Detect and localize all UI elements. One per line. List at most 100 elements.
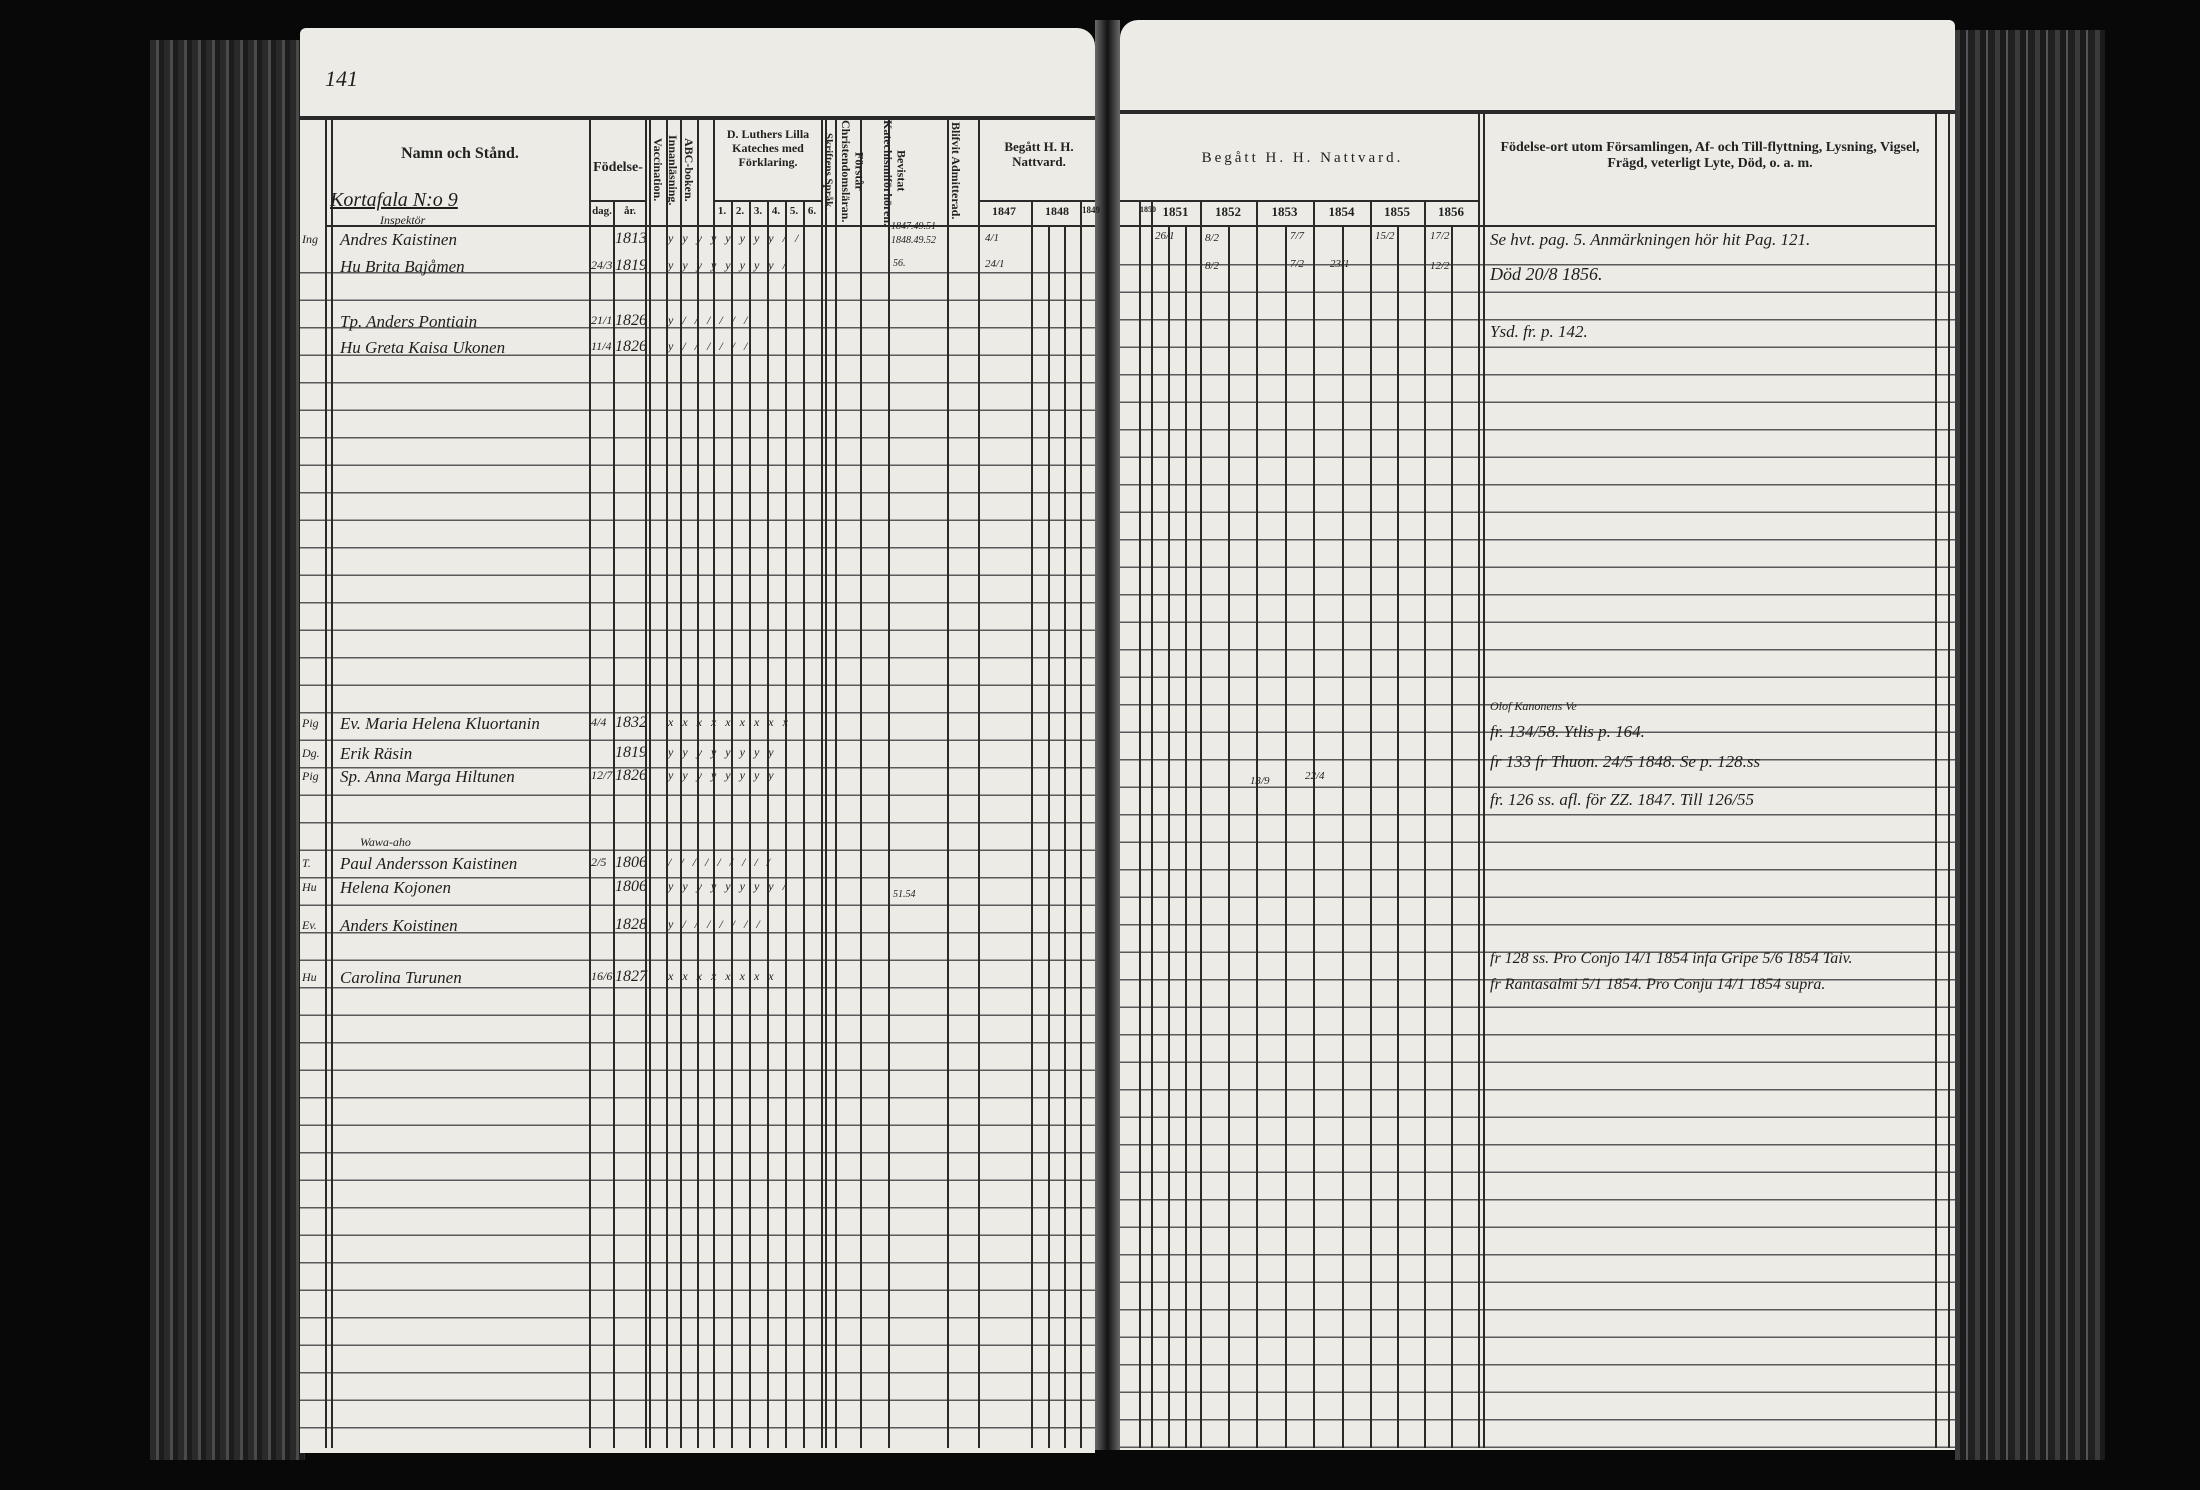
header-bottom-rule	[1120, 225, 1935, 227]
catechism-marks: y y y y y y y y	[668, 768, 777, 782]
catechism-marks: y y y y y y y y	[668, 745, 777, 759]
communion-mark: 13/9	[1250, 775, 1270, 787]
column-rule	[1256, 200, 1258, 1448]
communion-mark: 26/1	[1155, 230, 1175, 242]
column-rule	[1451, 226, 1453, 1448]
header-year-col: 1852	[1215, 204, 1241, 219]
column-rule	[645, 118, 647, 1448]
header-catechism: D. Luthers Lilla Kateches med Förklaring…	[726, 127, 810, 169]
person-name: Tp. Anders Pontiain	[340, 312, 478, 331]
remark-text: Död 20/8 1856.	[1490, 264, 1603, 284]
remark-text: fr Rantasalmi 5/1 1854. Pro Conju 14/1 1…	[1490, 976, 1826, 993]
birth-year: 1819	[615, 257, 647, 274]
communion-mark: 22/4	[1305, 770, 1325, 782]
communion-mark: 7/7	[1290, 230, 1305, 242]
column-rule	[825, 118, 827, 1448]
column-rule	[1048, 226, 1050, 1448]
exam-mark: 51.54	[893, 889, 916, 900]
header-year-col: 1854	[1328, 204, 1355, 219]
column-rule	[835, 118, 837, 1448]
communion-mark: 7/2	[1290, 258, 1305, 270]
row-prefix: Ev.	[302, 918, 317, 932]
row-note: Wawa-aho	[360, 835, 411, 849]
column-rule	[713, 118, 715, 1448]
header-communion-left: Begått H. H. Nattvard.	[1004, 139, 1074, 169]
column-rule	[1285, 226, 1287, 1448]
row-prefix: Pig	[302, 716, 319, 730]
column-rule	[589, 118, 591, 1448]
remark-text: Se hvt. pag. 5. Anmärkningen hör hit Pag…	[1490, 230, 1811, 249]
person-name: Helena Kojonen	[340, 878, 451, 897]
remark-text: fr. 126 ss. afl. för ZZ. 1847. Till 126/…	[1490, 790, 1755, 809]
birth-day: 21/1	[591, 313, 613, 327]
column-rule	[613, 200, 615, 1448]
person-name: Hu Brita Bajåmen	[340, 257, 465, 276]
header-top-rule	[300, 116, 1095, 120]
communion-mark: 17/2	[1430, 230, 1450, 242]
column-rule	[1483, 112, 1485, 1448]
header-bottom-rule	[325, 225, 1095, 227]
communion-mark: 15/2	[1375, 230, 1395, 242]
header-year: år.	[623, 205, 637, 217]
person-name: Sp. Anna Marga Hiltunen	[340, 767, 515, 786]
header-sub-rule	[978, 200, 1095, 202]
catechism-marks: y / / / / / /	[668, 313, 751, 327]
row-prefix: Dg.	[302, 746, 320, 760]
remark-text: fr 128 ss. Pro Conjo 14/1 1854 infa Grip…	[1490, 950, 1853, 967]
ruled-lines	[1120, 238, 1955, 1450]
remark-text: fr. 134/58. Ytlis p. 164.	[1490, 722, 1645, 741]
birth-year: 1832	[615, 714, 647, 731]
header-year-col: 1847	[992, 204, 1016, 218]
header-catechism-part: 4.	[771, 205, 781, 217]
header-doctrine: Förstår Christendomsläran.	[838, 120, 867, 223]
birth-day: 2/5	[591, 855, 607, 869]
column-rule	[1342, 226, 1344, 1448]
column-rule	[860, 118, 862, 1448]
header-top-rule	[1120, 110, 1955, 114]
row-prefix: Hu	[302, 970, 317, 984]
person-name: Erik Räsin	[340, 744, 413, 763]
row-prefix: Pig	[302, 769, 319, 783]
birth-year: 1827	[615, 968, 647, 985]
column-rule	[331, 118, 333, 1448]
person-name: Carolina Turunen	[340, 968, 462, 987]
column-rule	[803, 200, 805, 1448]
row-note: Inspektör	[380, 213, 426, 227]
communion-mark: 8/2	[1205, 260, 1220, 272]
birth-year: 1806	[615, 878, 647, 895]
header-birth: Födelse-	[593, 160, 643, 175]
header-year-col: 1849	[1082, 205, 1100, 215]
column-rule	[1313, 200, 1315, 1448]
remark-text: fr 133 fr Thuon. 24/5 1848. Se p. 128.ss	[1490, 752, 1761, 771]
header-sub-rule	[1120, 200, 1478, 202]
column-rule	[978, 118, 980, 1448]
birth-day: 12/7	[591, 768, 613, 782]
header-scripture: Skriftens Språk.	[822, 133, 835, 211]
column-rule	[1935, 112, 1937, 1448]
book-gutter	[1095, 20, 1120, 1450]
column-rule	[785, 200, 787, 1448]
catechism-marks: y / / / / / /	[668, 339, 751, 353]
birth-day: 16/6	[591, 969, 613, 983]
person-name: Ev. Maria Helena Kluortanin	[340, 714, 540, 733]
communion-mark: 4/1	[985, 232, 1000, 244]
column-rule	[1200, 200, 1202, 1448]
header-exams: Bevistat Katechismiförhören.	[880, 120, 909, 227]
header-catechism-part: 6.	[807, 205, 817, 217]
communion-mark: 12/2	[1430, 260, 1450, 272]
catechism-marks: x x x x x x x x x	[668, 715, 791, 729]
header-catechism-part: 2.	[735, 205, 745, 217]
column-rule	[666, 118, 668, 1448]
birth-year: 1806	[615, 854, 647, 871]
header-reading: Innanläsning.	[665, 134, 680, 206]
remark-text: Olof Kanonens Ve	[1490, 699, 1577, 713]
catechism-marks: y / / / / / / /	[668, 917, 763, 931]
header-year-col: 1855	[1384, 204, 1410, 219]
catechism-marks: x x x x x x x x	[668, 969, 777, 983]
row-prefix: Ing	[302, 232, 318, 246]
column-rule	[1228, 226, 1230, 1448]
header-year-col: 1856	[1438, 204, 1464, 219]
